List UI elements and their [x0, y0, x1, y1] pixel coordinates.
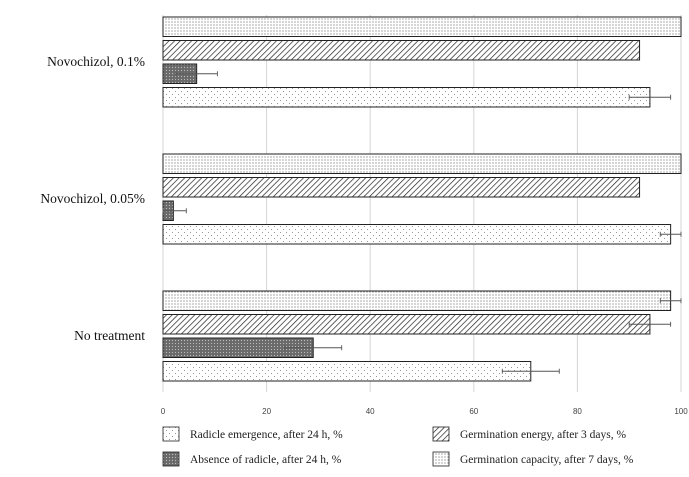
- legend-swatch: [432, 451, 450, 467]
- legend-label: Radicle emergence, after 24 h, %: [190, 429, 343, 441]
- bar: [162, 153, 682, 174]
- legend-label: Germination capacity, after 7 days, %: [460, 454, 634, 466]
- x-tick-label: 80: [573, 407, 582, 416]
- legend-swatch: [162, 426, 180, 442]
- legend-swatch: [432, 426, 450, 442]
- bar: [162, 361, 532, 382]
- bar: [162, 87, 651, 108]
- x-tick-label: 100: [674, 407, 688, 416]
- bar: [162, 40, 641, 61]
- category-label: No treatment: [74, 328, 145, 343]
- x-tick-label: 0: [161, 407, 166, 416]
- x-tick-label: 60: [469, 407, 478, 416]
- bar: [162, 224, 672, 245]
- x-tick-label: 40: [366, 407, 375, 416]
- legend-label: Germination energy, after 3 days, %: [460, 429, 626, 441]
- bar: [162, 16, 682, 37]
- gridlines: [162, 15, 682, 392]
- x-axis-ticks: 0 20 40 60 80 100: [161, 407, 688, 416]
- legend: Radicle emergence, after 24 h, % Germinat…: [162, 426, 634, 467]
- legend-label: Absence of radicle, after 24 h, %: [190, 454, 342, 466]
- bars: [162, 16, 682, 382]
- bar: [162, 290, 672, 311]
- category-label: Novochizol, 0.05%: [40, 191, 145, 206]
- bar: [162, 314, 651, 335]
- x-tick-label: 20: [262, 407, 271, 416]
- legend-swatch: [162, 451, 180, 467]
- bar: [162, 177, 641, 198]
- category-label: Novochizol, 0.1%: [47, 54, 145, 69]
- category-labels: Novochizol, 0.1% Novochizol, 0.05% No trea…: [40, 54, 145, 343]
